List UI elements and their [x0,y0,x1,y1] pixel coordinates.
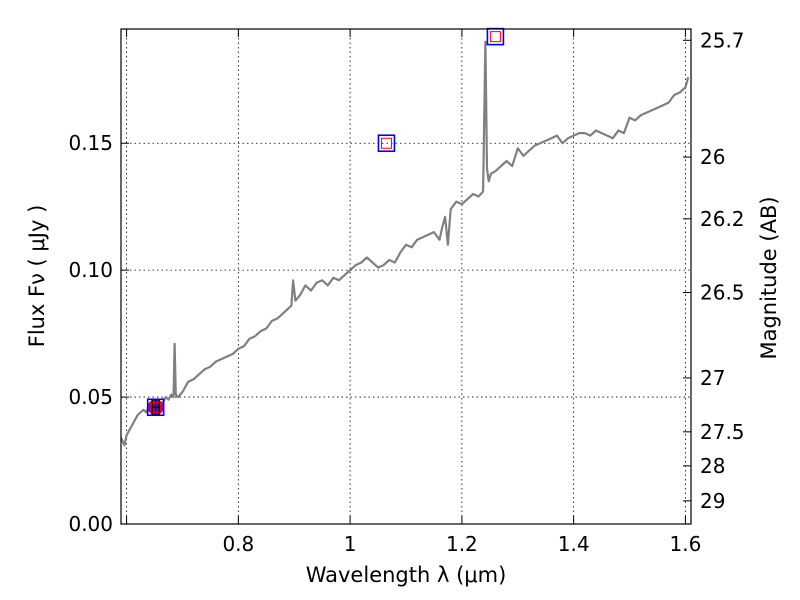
model-point-outer [486,27,505,46]
y2-tick-label: 26.2 [700,207,745,231]
x-tick-label: 1.6 [670,532,702,556]
y-tick-label: 0.00 [68,512,113,536]
x-axis-label: Wavelength λ (μm) [306,563,507,587]
y-tick-label: 0.10 [68,258,113,282]
model-point-outer [146,398,165,417]
model-point-outer [377,134,396,153]
y2-tick-label: 26 [700,145,725,169]
grid-lines [121,29,691,524]
model-point-inner [380,137,392,149]
tick-label-layer: 0.8 1 1.2 1.4 1.6 0.00 0.05 0.10 0.15 25.7 26 26.2 2… [68,28,744,556]
model-point-inner [489,31,501,43]
series-layer [121,40,690,447]
x-tick-label: 1.2 [446,532,478,556]
y-tick-label: 0.05 [68,385,113,409]
y2-tick-label: 27.5 [700,420,745,444]
y2-tick-label: 29 [700,489,725,513]
x-tick-label: 1.4 [558,532,590,556]
spectrum-line [121,40,690,447]
tick-layer [121,29,691,525]
y2-tick-label: 25.7 [700,28,745,52]
marker-layer [146,27,505,417]
x-tick-label: 0.8 [222,532,254,556]
model-point-inner [150,401,162,413]
x-tick-label: 1 [344,532,357,556]
plot-area [121,40,690,447]
y2-tick-label: 26.5 [700,280,745,304]
y-axis-label: Flux Fν ( μJy ) [25,205,49,348]
plot-frame [120,28,692,525]
y2-axis-label: Magnitude (AB) [757,196,781,359]
y2-tick-label: 27 [700,366,725,390]
y2-tick-label: 28 [700,454,725,478]
y-tick-label: 0.15 [68,131,113,155]
